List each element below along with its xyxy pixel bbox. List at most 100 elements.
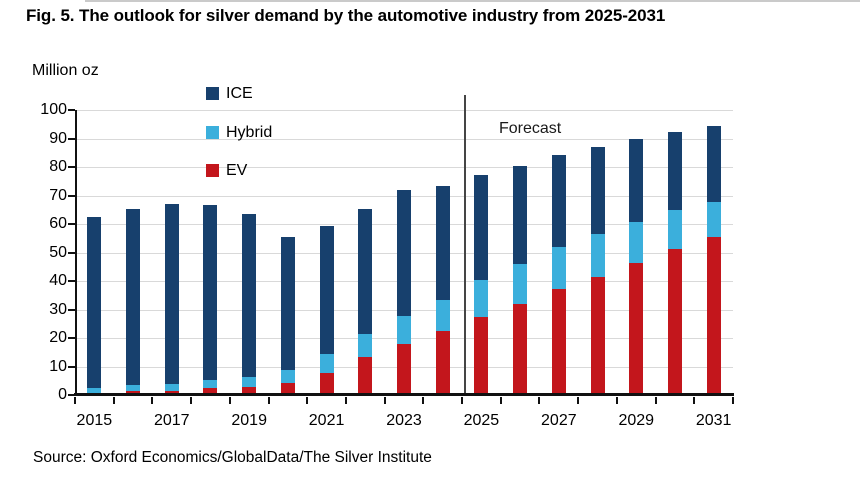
bar-2029	[629, 138, 644, 394]
segment-ice-2022	[358, 208, 373, 335]
bar-2019	[242, 214, 257, 394]
legend-label-hybrid: Hybrid	[226, 123, 273, 141]
x-tick-15	[654, 397, 657, 404]
segment-ev-2026	[513, 304, 528, 394]
segment-ice-2021	[319, 225, 334, 355]
segment-hybrid-2031	[706, 201, 721, 238]
x-tick-16	[693, 397, 696, 404]
bar-2020	[280, 237, 295, 394]
top-edge-artifact	[85, 0, 860, 2]
segment-hybrid-2017	[164, 384, 179, 392]
x-tick-13	[577, 397, 580, 404]
segment-ice-2025	[474, 174, 489, 281]
bar-2031	[706, 126, 721, 394]
x-axis-label-2031: 2031	[695, 412, 732, 429]
segment-hybrid-2018	[203, 379, 218, 389]
bar-2017	[164, 204, 179, 394]
x-axis-label-2027: 2027	[541, 412, 577, 429]
y-axis-label-70: 70	[49, 186, 67, 204]
y-axis-label-80: 80	[49, 158, 67, 175]
segment-ev-2016	[126, 391, 141, 394]
segment-hybrid-2026	[513, 264, 528, 305]
x-tick-9	[422, 397, 425, 404]
y-axis-label-100: 100	[40, 101, 67, 118]
y-tick-90	[68, 137, 75, 140]
segment-ice-2024	[435, 185, 450, 300]
x-tick-10	[461, 397, 464, 404]
bar-2022	[358, 208, 373, 394]
plot-area	[68, 109, 734, 404]
segment-ev-2021	[319, 372, 334, 394]
segment-ev-2028	[590, 277, 605, 394]
segment-ice-2029	[629, 138, 644, 222]
y-tick-20	[68, 337, 75, 339]
legend-item-hybrid: Hybrid	[206, 124, 272, 141]
y-tick-10	[68, 365, 75, 368]
y-axis-label-30: 30	[49, 300, 67, 318]
segment-ev-2022	[358, 356, 373, 394]
segment-ev-2025	[474, 317, 489, 394]
segment-ev-2029	[629, 262, 644, 394]
segment-ice-2023	[397, 190, 411, 316]
segment-ice-2016	[126, 208, 141, 386]
legend-item-ev: EV	[206, 162, 247, 179]
bar-2021	[319, 225, 334, 394]
x-axis-label-2017: 2017	[153, 412, 190, 429]
y-tick-50	[68, 251, 75, 254]
x-axis-label-2025: 2025	[463, 412, 500, 429]
forecast-label: Forecast	[499, 120, 562, 137]
segment-hybrid-2024	[435, 299, 450, 332]
bar-2016	[126, 208, 141, 394]
segment-ice-2020	[280, 237, 295, 370]
y-axis-label-50: 50	[49, 243, 67, 261]
x-tick-6	[306, 397, 309, 404]
legend-swatch-ice	[206, 87, 219, 100]
bar-2026	[513, 166, 528, 394]
segment-ice-2017	[164, 204, 179, 385]
gridline-y-80	[75, 167, 733, 168]
bar-2030	[667, 131, 682, 394]
y-tick-60	[68, 223, 75, 225]
segment-ev-2017	[164, 391, 179, 394]
segment-hybrid-2016	[126, 385, 141, 392]
x-axis-label-2015: 2015	[76, 412, 113, 429]
x-axis-label-2021: 2021	[308, 412, 345, 429]
y-axis-label-40: 40	[49, 272, 67, 289]
y-axis-label-10: 10	[49, 357, 67, 375]
x-tick-1	[112, 397, 115, 404]
bar-2023	[397, 190, 411, 394]
x-tick-8	[383, 397, 386, 404]
bar-2027	[551, 154, 566, 394]
bar-2015	[87, 217, 102, 394]
segment-hybrid-2019	[242, 376, 257, 387]
x-tick-12	[538, 397, 541, 404]
legend-label-ev: EV	[226, 162, 248, 179]
x-tick-0	[74, 397, 76, 404]
segment-ev-2031	[706, 237, 721, 394]
y-tick-70	[68, 194, 75, 197]
gridline-y-90	[75, 138, 733, 140]
y-tick-30	[68, 308, 75, 311]
legend-label-ice: ICE	[226, 85, 253, 102]
segment-ev-2018	[203, 388, 218, 394]
legend: ICE Hybrid EV	[206, 85, 326, 205]
segment-ice-2027	[551, 154, 566, 248]
x-tick-11	[499, 397, 502, 404]
legend-item-ice: ICE	[206, 85, 253, 102]
x-axis-line	[74, 393, 734, 396]
segment-ev-2020	[280, 382, 295, 394]
x-tick-17	[732, 397, 734, 404]
x-tick-5	[267, 397, 270, 404]
segment-ice-2031	[706, 126, 721, 202]
bar-2018	[203, 204, 218, 394]
y-tick-40	[68, 280, 75, 282]
segment-hybrid-2022	[358, 334, 373, 357]
x-axis-label-2019: 2019	[231, 412, 267, 429]
segment-ev-2024	[435, 331, 450, 394]
segment-hybrid-2025	[474, 280, 489, 318]
segment-hybrid-2020	[280, 369, 295, 383]
segment-ev-2027	[551, 288, 566, 394]
gridline-y-100	[75, 110, 733, 111]
segment-hybrid-2027	[551, 247, 566, 289]
x-axis-label-2023: 2023	[386, 412, 422, 429]
